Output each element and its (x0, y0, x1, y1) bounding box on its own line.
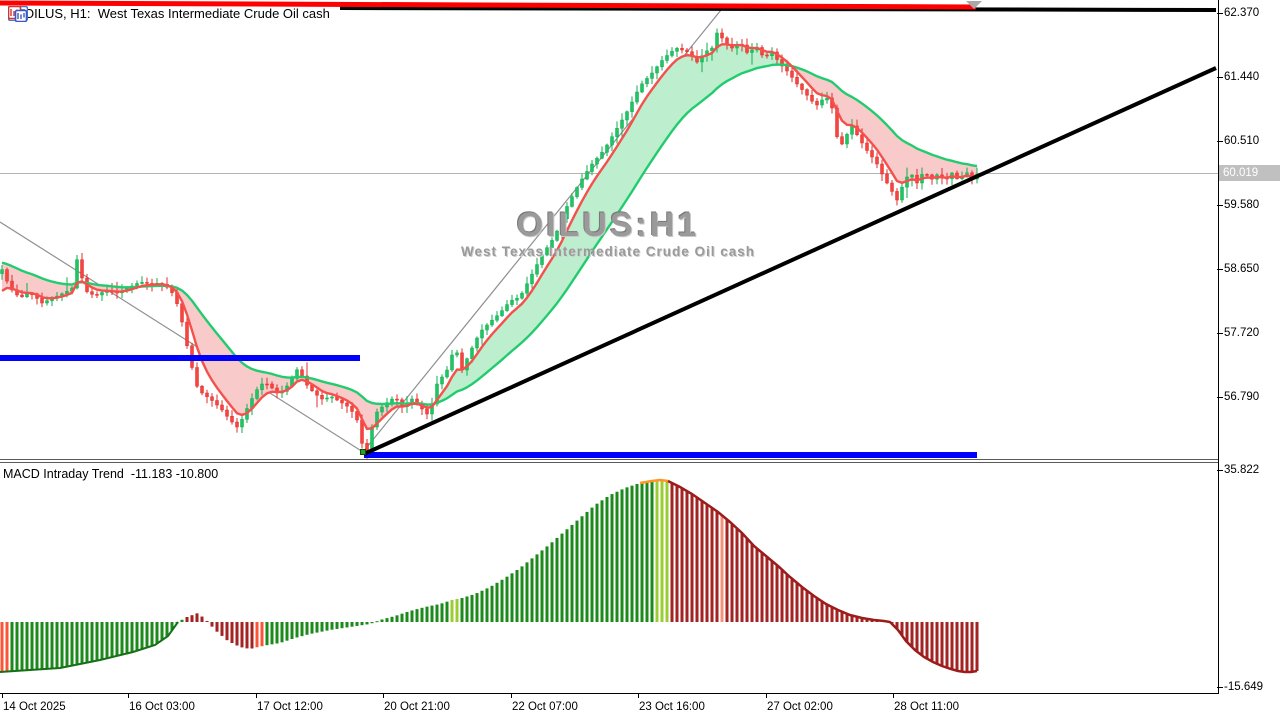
macd-tick-label: -15.649 (1224, 681, 1264, 693)
time-tick-label: 20 Oct 21:00 (384, 701, 450, 713)
price-tick-label: 59.580 (1224, 199, 1260, 211)
time-tick-label: 27 Oct 02:00 (767, 701, 833, 713)
price-tick-label: 58.650 (1224, 263, 1260, 275)
price-tick-label: 61.440 (1224, 71, 1260, 83)
time-tick-label: 16 Oct 03:00 (129, 701, 195, 713)
chart-title: OILUS, H1: West Texas Intermediate Crude… (24, 6, 330, 21)
macd-tick-label: 35.822 (1224, 464, 1260, 476)
price-tick-label: 62.370 (1224, 7, 1260, 19)
current-price-badge: 60.019 (1219, 165, 1280, 181)
chart-titlebar: OILUS, H1: West Texas Intermediate Crude… (8, 6, 330, 22)
time-tick-label: 28 Oct 11:00 (894, 701, 959, 713)
time-tick-label: 14 Oct 2025 (3, 701, 66, 713)
price-tick-label: 57.720 (1224, 327, 1260, 339)
price-tick-label: 60.510 (1224, 135, 1260, 147)
macd-indicator-label: MACD Intraday Trend -11.183 -10.800 (3, 467, 219, 481)
price-tick-label: 56.790 (1224, 391, 1260, 403)
time-tick-label: 17 Oct 12:00 (257, 701, 323, 713)
time-tick-label: 23 Oct 16:00 (639, 701, 705, 713)
time-tick-label: 22 Oct 07:00 (512, 701, 578, 713)
